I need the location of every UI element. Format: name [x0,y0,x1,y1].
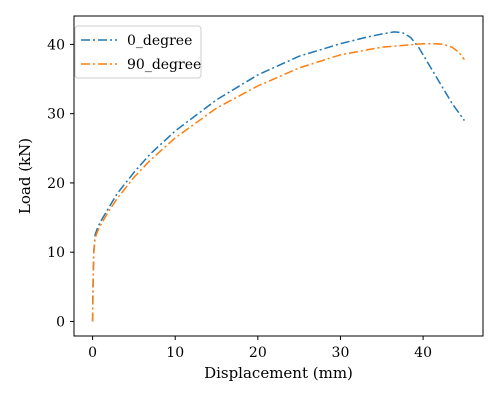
x-axis-title: Displacement (mm) [204,364,353,382]
x-tick-label: 10 [166,345,184,361]
series-lines [91,31,466,322]
y-tick-label: 10 [47,245,65,261]
legend-box [74,25,202,79]
x-tick-label: 30 [332,345,350,361]
legend-label-0-degree: 0_degree [127,33,192,49]
y-tick-label: 30 [47,107,65,123]
series-line-0-degree [91,31,466,322]
legend-label-90-degree: 90_degree [127,57,201,73]
x-tick-label: 20 [249,345,267,361]
x-axis-ticks: 0 10 20 30 40 [88,336,432,361]
x-tick-label: 40 [414,345,432,361]
y-axis-title: Load (kN) [16,138,34,214]
legend: 0_degree 90_degree [74,25,202,79]
y-tick-label: 20 [47,176,65,192]
y-axis-ticks: 0 10 20 30 40 [47,37,74,330]
y-tick-label: 40 [47,37,65,53]
x-tick-label: 0 [88,345,97,361]
y-tick-label: 0 [56,314,65,330]
series-line-90-degree [91,42,465,322]
plot-frame [73,15,484,337]
